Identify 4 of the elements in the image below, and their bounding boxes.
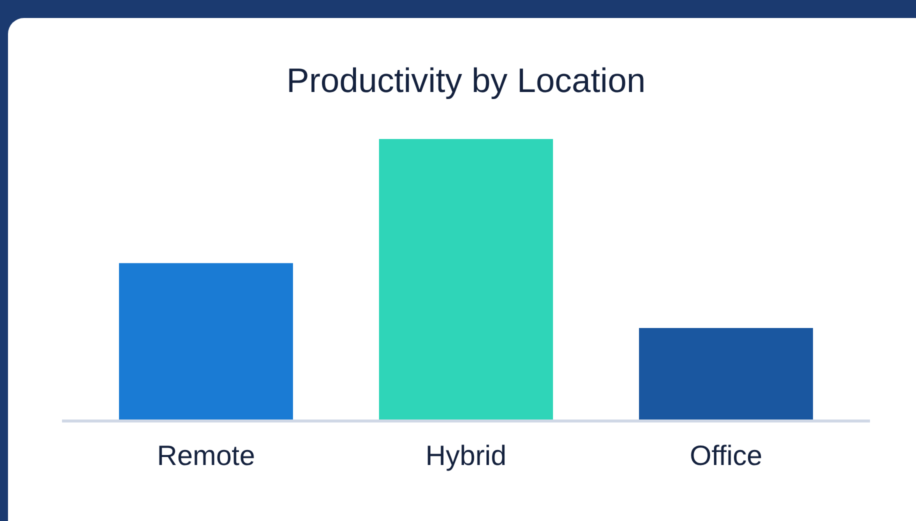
chart-title: Productivity by Location xyxy=(285,62,647,101)
x-tick-label: Remote xyxy=(156,440,256,471)
x-tick-label: Office xyxy=(690,440,762,471)
x-tick-label: Hybrid xyxy=(426,440,506,471)
